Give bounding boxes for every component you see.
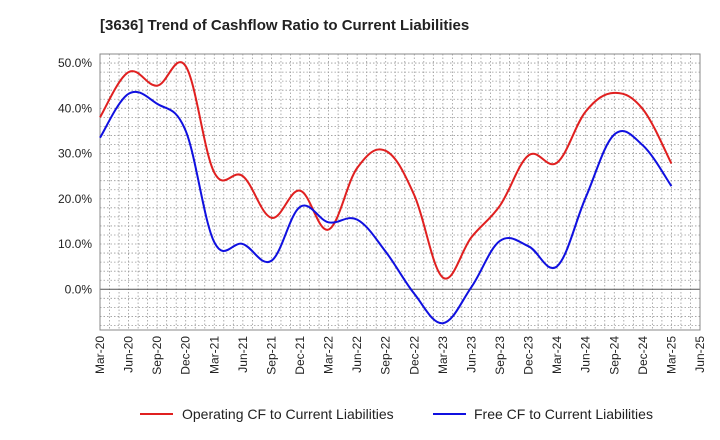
x-gridlines: [109, 54, 691, 330]
series-line-0: [99, 61, 673, 280]
plot-background: [100, 54, 700, 330]
x-tick-label: Sep-24: [607, 336, 621, 375]
x-tick-label: Mar-23: [436, 336, 450, 374]
y-tick-label: 40.0%: [58, 101, 92, 115]
legend: Operating CF to Current Liabilities Free…: [140, 406, 653, 422]
x-tick-label: Dec-21: [293, 336, 307, 375]
x-tick-label: Mar-22: [322, 336, 336, 374]
x-tick-label: Jun-22: [350, 336, 364, 373]
chart-title: [3636] Trend of Cashflow Ratio to Curren…: [100, 17, 469, 34]
x-axis-tick-labels: Mar-20 Jun-20 Sep-20 Dec-20 Mar-21 Jun-21 Sep-…: [93, 336, 707, 375]
x-tick-label: Jun-23: [464, 336, 478, 373]
x-tick-label: Jun-20: [122, 336, 136, 373]
plot-area: [99, 53, 701, 331]
y-tick-label: 50.0%: [58, 56, 92, 70]
legend-label-free-cf: Free CF to Current Liabilities: [474, 406, 653, 422]
x-tick-label: Sep-23: [493, 336, 507, 375]
x-tick-label: Mar-21: [207, 336, 221, 374]
x-tick-label: Sep-21: [264, 336, 278, 375]
x-tick-label: Jun-25: [693, 336, 707, 373]
series-lines: [99, 61, 673, 325]
y-axis-tick-labels: 0.0% 10.0% 20.0% 30.0% 40.0% 50.0%: [58, 56, 92, 296]
x-tick-label: Dec-23: [522, 336, 536, 375]
x-tick-label: Mar-24: [550, 336, 564, 374]
x-tick-label: Dec-24: [636, 336, 650, 375]
legend-label-operating-cf: Operating CF to Current Liabilities: [182, 406, 394, 422]
x-tick-label: Sep-22: [379, 336, 393, 375]
x-tick-label: Mar-20: [93, 336, 107, 374]
y-tick-label: 0.0%: [65, 282, 93, 296]
y-tick-label: 30.0%: [58, 147, 92, 161]
plot-frame: [99, 53, 701, 331]
x-tick-label: Jun-21: [236, 336, 250, 373]
y-tick-label: 10.0%: [58, 237, 92, 251]
y-tick-label: 20.0%: [58, 192, 92, 206]
x-tick-label: Sep-20: [150, 336, 164, 375]
x-tick-label: Dec-20: [179, 336, 193, 375]
series-line-1: [99, 90, 673, 325]
x-tick-label: Jun-24: [579, 336, 593, 373]
x-tick-label: Mar-25: [664, 336, 678, 374]
x-tick-label: Dec-22: [407, 336, 421, 375]
